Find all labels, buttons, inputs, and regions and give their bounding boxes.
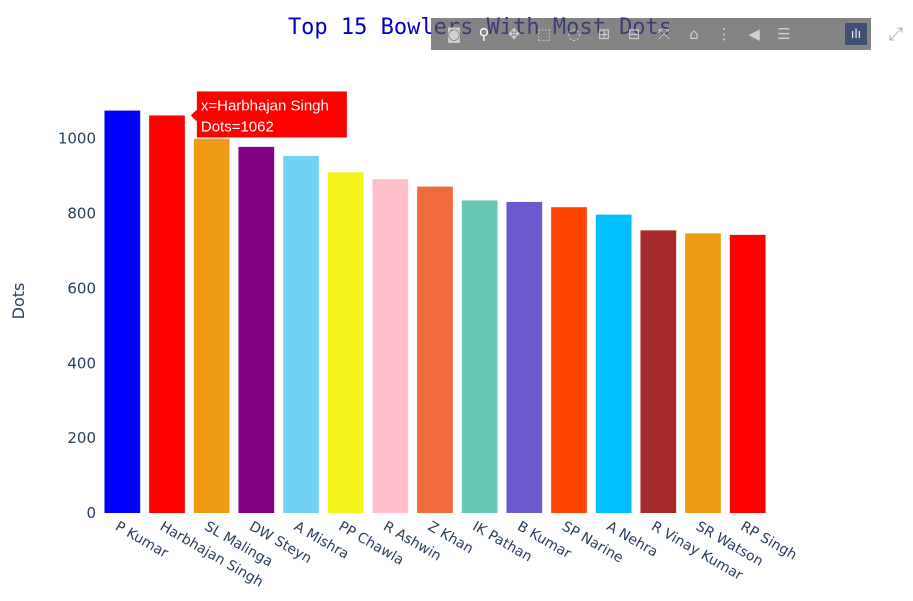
bar[interactable] [417, 186, 453, 513]
hover-tooltip: x=Harbhajan Singh Dots=1062 [190, 91, 347, 138]
bars[interactable] [104, 110, 766, 514]
bar[interactable] [372, 179, 409, 513]
y-tick-label: 400 [67, 354, 96, 372]
lasso-select-icon[interactable]: ◌ [567, 24, 581, 43]
y-tick-label: 600 [67, 279, 96, 297]
bar[interactable] [327, 172, 364, 513]
zoom-icon[interactable]: ⚲ [478, 24, 490, 43]
zoom-out-icon[interactable]: ⊟ [627, 24, 641, 43]
y-tick-label: 200 [67, 429, 96, 447]
plotly-logo-icon[interactable]: ılı [845, 23, 867, 45]
bar[interactable] [506, 201, 543, 513]
hover-closest-icon[interactable]: ◀ [748, 24, 760, 43]
autoscale-icon[interactable]: ⤧ [657, 24, 670, 43]
y-tick-label: 1000 [58, 130, 96, 148]
bar[interactable] [729, 234, 766, 513]
bar[interactable] [104, 110, 141, 513]
bar[interactable] [685, 233, 721, 514]
bar[interactable] [461, 200, 498, 513]
bar[interactable] [283, 155, 319, 513]
bar[interactable] [193, 138, 230, 514]
camera-icon[interactable]: ◙ [446, 24, 462, 43]
y-tick-label: 0 [86, 504, 96, 522]
home-icon[interactable]: ⌂ [689, 24, 699, 43]
tooltip-arrow [190, 109, 197, 122]
box-select-icon[interactable]: ⬚ [536, 24, 552, 43]
y-tick-label: 800 [67, 205, 96, 223]
expand-icon[interactable]: ⤢ [888, 23, 904, 45]
bar[interactable] [551, 207, 587, 514]
bar[interactable] [640, 230, 677, 513]
hover-compare-icon[interactable]: ☰ [777, 24, 791, 43]
bar[interactable] [595, 214, 632, 513]
bar[interactable] [238, 146, 275, 513]
tooltip-line-x: x=Harbhajan Singh [201, 97, 329, 114]
y-axis-ticks: 0 200 400 600 800 1000 [58, 130, 96, 522]
spike-lines-icon[interactable]: ⋮ [716, 24, 732, 43]
y-axis-label: Dots [9, 283, 28, 320]
modebar: ◙ ⚲ ✥ ⬚ ◌ ⊞ ⊟ ⤧ ⌂ ⋮ ◀ ☰ ılı [431, 18, 871, 50]
bar[interactable] [149, 115, 185, 513]
pan-icon[interactable]: ✥ [507, 24, 521, 43]
tooltip-line-value: Dots=1062 [201, 118, 274, 135]
zoom-in-icon[interactable]: ⊞ [597, 24, 611, 43]
tooltip-box [196, 91, 347, 138]
